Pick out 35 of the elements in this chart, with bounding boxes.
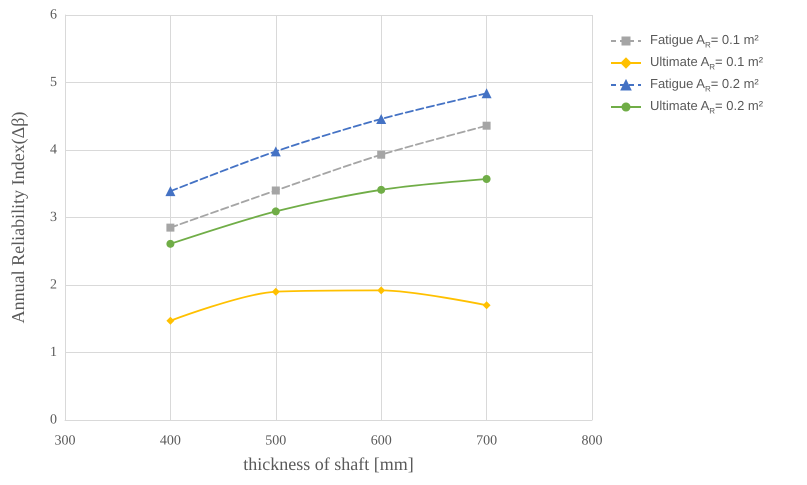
legend-label: Ultimate A$_{R}$= 0.2 m² (650, 98, 764, 116)
legend-label: Ultimate A$_{R}$= 0.1 m² (650, 54, 764, 72)
x-tick-label: 300 (54, 434, 76, 448)
point (166, 316, 174, 325)
x-tick-label: 700 (476, 434, 498, 448)
point (377, 150, 386, 159)
y-tick-label: 4 (50, 142, 57, 158)
x-tick-label: 400 (160, 434, 181, 448)
x-tick-label: 500 (265, 434, 286, 448)
point (376, 114, 386, 124)
point (482, 175, 491, 184)
y-tick-label: 5 (50, 75, 57, 90)
point (272, 186, 280, 194)
y-tick-label: 1 (50, 345, 57, 360)
y-tick-label: 0 (50, 412, 57, 428)
y-axis-title: Annual Reliability Index(Δβ) (8, 112, 28, 324)
point (272, 207, 280, 216)
y-tick-label: 6 (50, 8, 57, 22)
legend-label: Fatigue A$_{R}$= 0.1 m² (650, 32, 759, 50)
point (165, 186, 176, 196)
point (482, 88, 492, 98)
point (270, 146, 281, 156)
point (377, 186, 386, 194)
point (482, 122, 491, 130)
x-axis-title: thickness of shaft [mm] (243, 454, 414, 474)
y-tick-label: 2 (50, 278, 57, 292)
point (377, 286, 386, 294)
point (166, 224, 174, 232)
point (166, 240, 174, 248)
x-tick-label: 800 (582, 434, 602, 448)
y-tick-label: 3 (50, 210, 57, 225)
x-tick-label: 600 (370, 434, 392, 448)
legend-label: Fatigue A$_{R}$= 0.2 m² (650, 76, 759, 94)
point (272, 288, 280, 296)
point (482, 301, 491, 310)
